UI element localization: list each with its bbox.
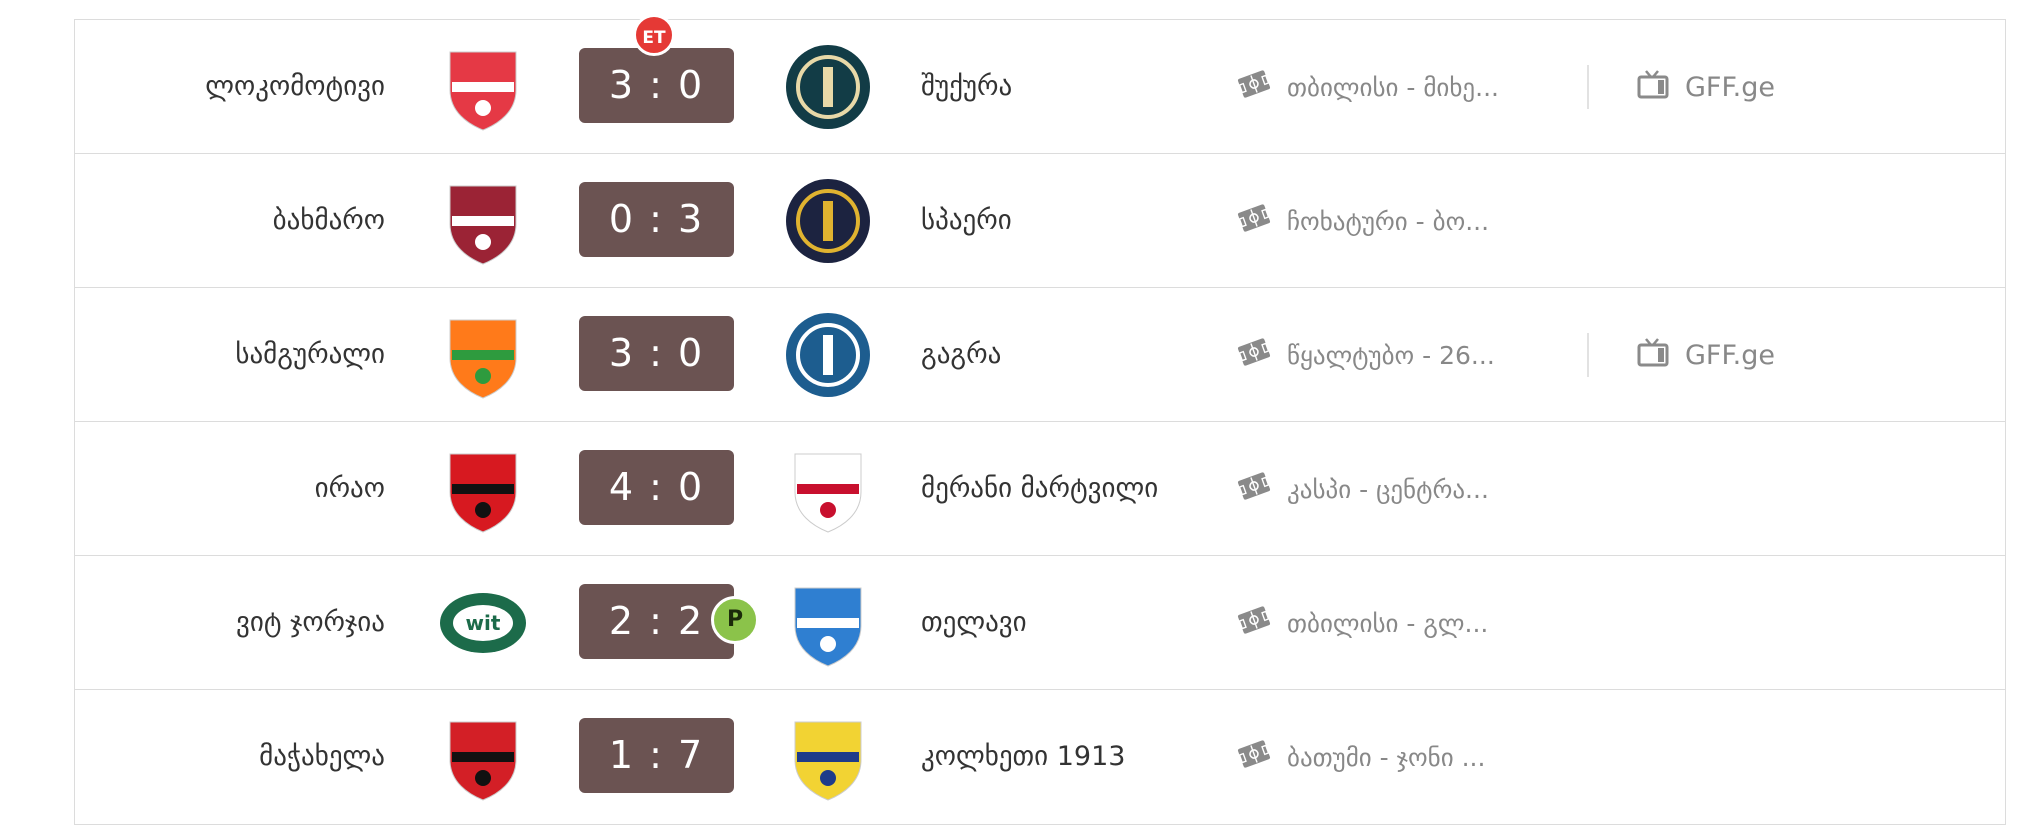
home-team-logo[interactable] bbox=[438, 42, 528, 132]
stadium-ticket-icon bbox=[1237, 203, 1271, 239]
home-team-logo[interactable] bbox=[438, 176, 528, 266]
stadium-ticket-icon bbox=[1237, 69, 1271, 105]
away-team-name[interactable]: სპაერი bbox=[921, 205, 1012, 236]
venue-name: თბილისი - გლ... bbox=[1287, 608, 1489, 638]
away-team-name[interactable]: კოლხეთი 1913 bbox=[921, 741, 1126, 772]
score-box[interactable]: 1 : 7 bbox=[579, 718, 734, 793]
home-team-name[interactable]: ვიტ ჯორჯია bbox=[236, 607, 385, 638]
away-team-logo[interactable] bbox=[783, 578, 873, 668]
venue[interactable]: ბათუმი - ჯონი ... bbox=[1237, 690, 1485, 824]
venue-name: ბათუმი - ჯონი ... bbox=[1287, 742, 1486, 772]
away-team-logo[interactable] bbox=[783, 310, 873, 400]
broadcast-name: GFF.ge bbox=[1685, 339, 1775, 371]
venue[interactable]: წყალტუბო - 26... bbox=[1237, 288, 1495, 422]
score-box[interactable]: 4 : 0 bbox=[579, 450, 734, 525]
away-team-name[interactable]: თელავი bbox=[921, 607, 1027, 638]
home-team-name[interactable]: ლოკომოტივი bbox=[205, 71, 385, 102]
extra-time-badge: ET bbox=[633, 14, 675, 56]
match-row[interactable]: მაჭახელა 1 : 7 კოლხეთი 1913 ბათუმი - ჯონ… bbox=[75, 690, 2005, 824]
venue[interactable]: თბილისი - მიხე... bbox=[1237, 20, 1499, 154]
tv-icon bbox=[1637, 337, 1669, 374]
away-team-name[interactable]: მერანი მარტვილი bbox=[921, 473, 1159, 504]
away-team-logo[interactable] bbox=[783, 712, 873, 802]
away-team-logo[interactable] bbox=[783, 444, 873, 534]
stadium-ticket-icon bbox=[1237, 337, 1271, 373]
stadium-ticket-icon bbox=[1237, 471, 1271, 507]
score-box[interactable]: 3 : 0 bbox=[579, 48, 734, 123]
divider bbox=[1587, 65, 1589, 109]
away-team-logo[interactable] bbox=[783, 176, 873, 266]
venue-name: წყალტუბო - 26... bbox=[1287, 340, 1495, 370]
home-team-logo[interactable] bbox=[438, 712, 528, 802]
match-row[interactable]: ლოკომოტივი 3 : 0 ET შუქურა თბილისი - მიხ… bbox=[75, 14, 2005, 154]
match-row[interactable]: სამგურალი 3 : 0 გაგრა წყალტუბო - 26... G… bbox=[75, 288, 2005, 422]
home-team-logo[interactable]: wit bbox=[438, 578, 528, 668]
venue-name: თბილისი - მიხე... bbox=[1287, 72, 1499, 102]
divider bbox=[1587, 333, 1589, 377]
home-team-name[interactable]: ბახმარო bbox=[272, 205, 385, 236]
tv-icon bbox=[1637, 69, 1669, 106]
broadcast-link[interactable]: GFF.ge bbox=[1637, 20, 1775, 154]
home-team-logo[interactable] bbox=[438, 310, 528, 400]
match-list: ლოკომოტივი 3 : 0 ET შუქურა თბილისი - მიხ… bbox=[74, 14, 2006, 825]
stadium-ticket-icon bbox=[1237, 739, 1271, 775]
venue[interactable]: თბილისი - გლ... bbox=[1237, 556, 1488, 690]
broadcast-link[interactable]: GFF.ge bbox=[1637, 288, 1775, 422]
venue[interactable]: კასპი - ცენტრა... bbox=[1237, 422, 1489, 556]
home-team-name[interactable]: ირაო bbox=[314, 473, 385, 504]
venue[interactable]: ჩოხატური - ბო... bbox=[1237, 154, 1489, 288]
broadcast-name: GFF.ge bbox=[1685, 71, 1775, 103]
away-team-name[interactable]: შუქურა bbox=[921, 71, 1013, 102]
match-row[interactable]: ირაო 4 : 0 მერანი მარტვილი კასპი - ცენტრ… bbox=[75, 422, 2005, 556]
score-box[interactable]: 0 : 3 bbox=[579, 182, 734, 257]
score-box[interactable]: 2 : 2 bbox=[579, 584, 734, 659]
away-team-name[interactable]: გაგრა bbox=[921, 339, 1002, 370]
venue-name: ჩოხატური - ბო... bbox=[1287, 206, 1490, 236]
penalties-badge: P bbox=[711, 596, 759, 644]
score-box[interactable]: 3 : 0 bbox=[579, 316, 734, 391]
svg-text:wit: wit bbox=[466, 611, 501, 635]
venue-name: კასპი - ცენტრა... bbox=[1287, 474, 1489, 504]
home-team-name[interactable]: მაჭახელა bbox=[259, 741, 385, 772]
home-team-name[interactable]: სამგურალი bbox=[235, 339, 385, 370]
match-row[interactable]: ვიტ ჯორჯია wit 2 : 2 P თელავი თბილისი - … bbox=[75, 556, 2005, 690]
home-team-logo[interactable] bbox=[438, 444, 528, 534]
stadium-ticket-icon bbox=[1237, 605, 1271, 641]
match-row[interactable]: ბახმარო 0 : 3 სპაერი ჩოხატური - ბო... bbox=[75, 154, 2005, 288]
away-team-logo[interactable] bbox=[783, 42, 873, 132]
